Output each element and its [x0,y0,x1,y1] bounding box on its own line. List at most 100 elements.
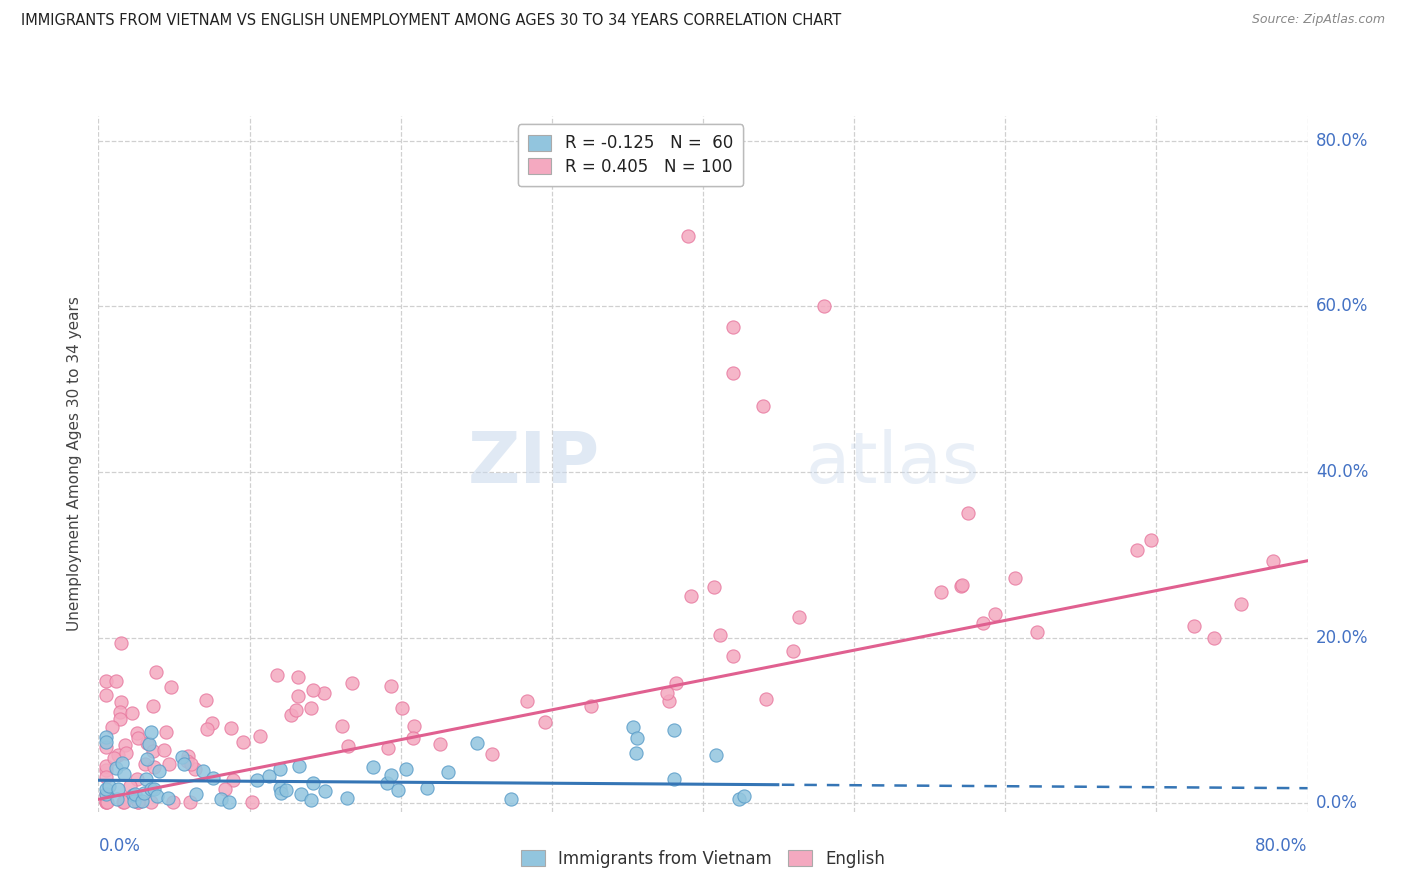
Point [270,786,292,800]
Point [1204,631,1226,645]
Point [177,749,200,764]
Point [112,795,135,809]
Point [104,761,127,775]
Point [1004,571,1026,585]
Point [114,738,136,752]
Point [679,589,702,603]
Point [141,743,163,757]
Point [94,731,117,745]
Point [280,707,302,722]
Point [121,788,143,802]
Point [387,783,409,797]
Point [156,791,179,805]
Point [249,729,271,743]
Point [246,772,269,787]
Point [361,760,384,774]
Point [127,795,149,809]
Point [984,607,1007,621]
Text: ZIP: ZIP [468,429,600,499]
Point [179,795,201,809]
Text: 40.0%: 40.0% [1316,463,1368,481]
Point [269,780,291,795]
Point [98,780,121,794]
Point [180,757,202,772]
Point [184,763,207,777]
Point [122,794,145,808]
Point [314,686,336,700]
Point [1263,554,1285,568]
Point [104,674,127,689]
Point [146,789,169,804]
Point [136,751,159,765]
Point [107,747,129,762]
Point [657,686,679,700]
Point [301,776,323,790]
Point [141,795,163,809]
Point [516,694,538,708]
Point [709,628,731,642]
Point [108,712,131,726]
Point [94,770,117,784]
Legend: R = -0.125   N =  60, R = 0.405   N = 100: R = -0.125 N = 60, R = 0.405 N = 100 [517,124,742,186]
Point [162,795,184,809]
Point [728,792,751,806]
Point [274,783,297,797]
Point [240,795,263,809]
Point [340,675,363,690]
Point [176,754,198,768]
Point [299,700,322,714]
Point [330,719,353,733]
Point [232,734,254,748]
Point [111,795,134,809]
Point [136,736,159,750]
Point [131,794,153,808]
Point [127,731,149,745]
Point [218,795,240,809]
Point [94,795,117,809]
Point [195,722,218,736]
Point [111,756,134,770]
Point [579,699,602,714]
Point [222,773,245,788]
Point [1126,542,1149,557]
Point [193,764,215,778]
Point [96,759,118,773]
Point [299,793,322,807]
Point [929,584,952,599]
Point [664,772,686,787]
Point [139,725,162,739]
Point [287,670,309,684]
Point [132,786,155,800]
Point [755,692,778,706]
Point [336,791,359,805]
Point [143,760,166,774]
Point [94,763,117,777]
Point [127,795,149,809]
Point [287,689,309,703]
Point [621,719,644,733]
Point [257,769,280,783]
Point [143,782,166,797]
Point [145,665,167,680]
Point [290,787,312,801]
Point [155,725,177,739]
Point [266,668,288,682]
Point [138,737,160,751]
Text: 0.0%: 0.0% [1316,795,1358,813]
Text: 60.0%: 60.0% [1316,297,1368,316]
Point [269,762,291,776]
Point [157,757,180,772]
Point [288,759,311,773]
Point [201,715,224,730]
Text: 80.0%: 80.0% [1316,132,1368,150]
Point [148,764,170,778]
Point [1230,597,1253,611]
Point [94,788,117,802]
Legend: Immigrants from Vietnam, English: Immigrants from Vietnam, English [515,844,891,875]
Point [626,731,648,746]
Point [534,714,557,729]
Point [429,737,451,751]
Point [195,693,218,707]
Point [96,795,118,809]
Point [391,701,413,715]
